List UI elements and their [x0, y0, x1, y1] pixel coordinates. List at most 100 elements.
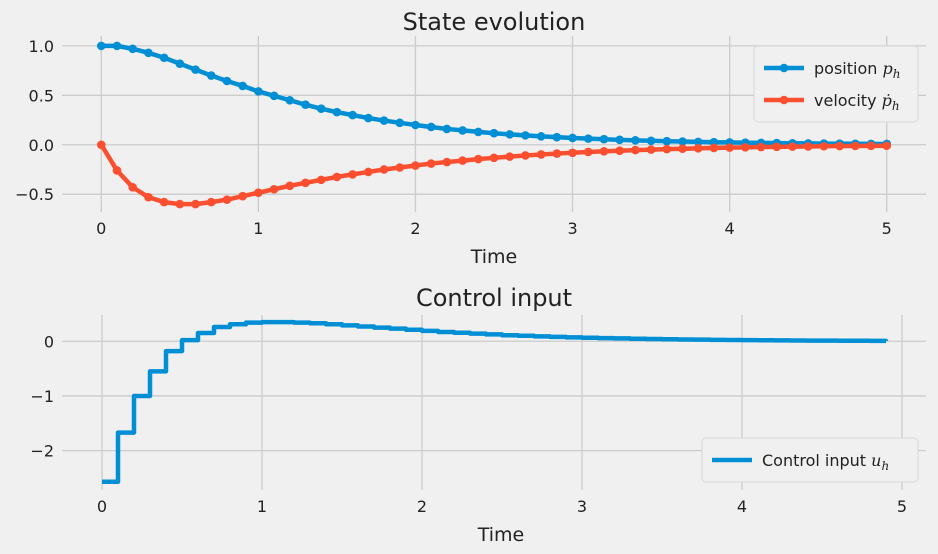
y-tick-label: 0: [44, 332, 54, 351]
data-point: [191, 199, 200, 209]
data-point: [316, 175, 326, 185]
data-point: [568, 133, 577, 143]
data-point: [128, 44, 137, 54]
data-point: [269, 184, 279, 194]
data-point: [426, 159, 436, 168]
data-point: [159, 53, 169, 63]
data-point: [191, 65, 200, 74]
data-point: [364, 167, 373, 177]
y-tick-label: 0.5: [29, 86, 54, 105]
data-point: [458, 156, 467, 165]
data-point: [615, 146, 624, 155]
data-point: [254, 188, 263, 198]
y-tick-label: 0.0: [29, 136, 54, 155]
series-line-0: [102, 319, 889, 485]
data-point: [505, 152, 515, 161]
data-point: [442, 124, 452, 134]
data-point: [756, 142, 766, 152]
data-point: [144, 192, 153, 202]
data-point: [662, 136, 672, 146]
data-point: [803, 142, 813, 151]
x-tick-label: 5: [897, 497, 907, 516]
control-input-plot: Control input 0 1 2 3 4 5 −2 −1 0 Time Control i…: [30, 284, 926, 546]
data-point: [206, 71, 216, 80]
data-point: [395, 118, 405, 128]
data-point: [725, 143, 734, 152]
data-point: [882, 141, 892, 151]
data-point: [662, 144, 672, 154]
series-lines: [102, 319, 889, 485]
legend: Control input uh: [701, 437, 919, 483]
x-tick-label: 5: [882, 219, 892, 238]
data-point: [583, 147, 593, 157]
data-point: [866, 141, 876, 151]
data-point: [851, 141, 860, 151]
plot-title: Control input: [416, 284, 572, 312]
data-point: [238, 81, 247, 91]
legend-marker: [779, 95, 789, 105]
series-lines: [96, 41, 892, 209]
data-point: [222, 76, 232, 86]
x-axis-label: Time: [470, 246, 518, 268]
x-tick-label: 2: [410, 219, 420, 238]
data-point: [521, 151, 530, 160]
x-tick-label: 1: [253, 219, 263, 238]
legend-label: position ph: [814, 59, 900, 81]
data-point: [316, 104, 326, 113]
data-point: [379, 165, 389, 174]
data-point: [631, 136, 640, 145]
data-point: [175, 199, 185, 209]
data-point: [568, 148, 577, 158]
legend-box: [701, 437, 919, 483]
data-point: [285, 95, 295, 105]
data-point: [646, 145, 656, 154]
data-point: [615, 135, 624, 145]
plot-title: State evolution: [403, 8, 586, 36]
x-tick-label: 3: [567, 219, 577, 238]
tick-labels: 0 1 2 3 4 5 −2 −1 0: [30, 332, 907, 516]
y-tick-label: −2: [30, 442, 54, 461]
data-point: [709, 143, 719, 153]
state-evolution-plot: State evolution 0 1 2 3 4 5 −0.5 0.0 0.5 1.0 Time…: [15, 8, 926, 268]
data-point: [379, 116, 389, 125]
x-tick-label: 3: [577, 497, 587, 516]
x-tick-label: 0: [97, 497, 107, 516]
data-point: [505, 130, 515, 139]
data-point: [489, 128, 499, 138]
x-tick-label: 4: [725, 219, 735, 238]
data-point: [128, 182, 137, 192]
data-point: [583, 134, 593, 143]
data-point: [222, 195, 232, 204]
data-point: [473, 127, 483, 137]
legend-label: velocity ṗh: [814, 91, 900, 113]
data-point: [332, 172, 342, 182]
data-point: [442, 157, 452, 167]
data-point: [489, 153, 499, 163]
x-tick-label: 1: [257, 497, 267, 516]
x-tick-label: 0: [96, 219, 106, 238]
data-point: [301, 100, 310, 110]
data-point: [552, 132, 562, 142]
data-point: [395, 163, 405, 172]
data-point: [473, 154, 483, 164]
data-point: [693, 137, 703, 147]
data-point: [835, 141, 844, 151]
data-point: [599, 134, 609, 144]
data-point: [646, 136, 656, 146]
data-point: [332, 107, 342, 117]
data-point: [96, 140, 106, 150]
legend-label: Control input uh: [762, 451, 889, 473]
data-point: [206, 197, 216, 207]
data-point: [411, 161, 420, 170]
data-point: [159, 197, 169, 207]
data-point: [458, 126, 467, 135]
data-point: [348, 110, 357, 120]
data-point: [426, 122, 436, 132]
data-point: [301, 178, 310, 188]
legend-box: [753, 45, 919, 123]
x-tick-label: 4: [737, 497, 747, 516]
data-point: [238, 191, 247, 201]
data-point: [678, 137, 687, 146]
data-point: [521, 131, 530, 140]
